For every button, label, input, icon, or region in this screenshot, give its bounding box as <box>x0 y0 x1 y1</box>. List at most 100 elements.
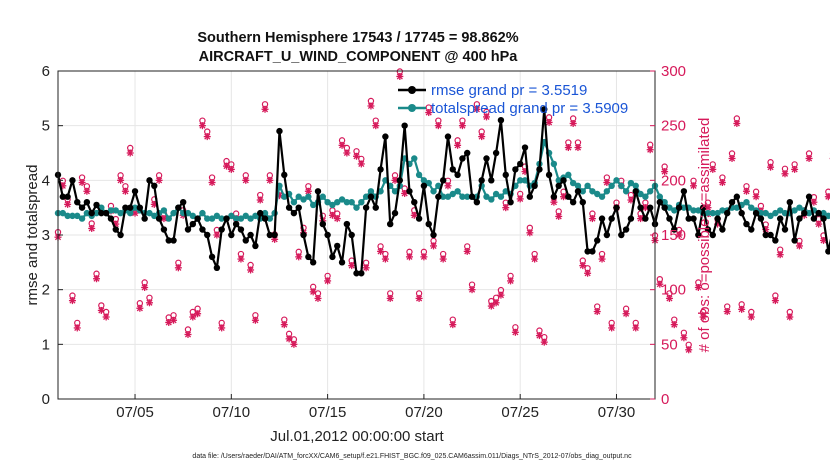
obs-assimilated-point <box>184 330 192 338</box>
obs-assimilated-point <box>795 242 803 250</box>
totalspread-point <box>714 209 721 217</box>
rmse-point <box>671 226 678 233</box>
obs-assimilated-point <box>362 264 370 272</box>
chart-title-line1: Southern Hemisphere 17543 / 17745 = 98.8… <box>197 30 518 46</box>
rmse-point <box>170 237 177 244</box>
totalspread-point <box>762 209 769 217</box>
rmse-point <box>526 193 534 200</box>
rmse-point <box>257 209 264 217</box>
obs-assimilated-point <box>733 119 741 127</box>
obs-assimilated-point <box>584 269 592 277</box>
rmse-point <box>594 237 601 244</box>
obs-assimilated-point <box>579 262 587 270</box>
rmse-point <box>69 177 76 184</box>
asterisk-stroke <box>209 179 216 186</box>
totalspread-point <box>266 215 274 222</box>
asterisk-stroke <box>252 317 259 324</box>
obs-assimilated-point <box>718 179 726 187</box>
asterisk-stroke <box>656 281 663 288</box>
rmse-point <box>695 231 702 239</box>
y-left-tick-label-0: 0 <box>42 391 50 408</box>
asterisk-stroke <box>88 225 95 232</box>
totalspread-point <box>444 193 452 200</box>
obs-assimilated-point <box>444 182 452 190</box>
asterisk-stroke <box>79 179 86 186</box>
x-tick-label-1: 07/10 <box>213 404 251 421</box>
asterisk-stroke <box>242 177 249 184</box>
rmse-point <box>796 215 803 222</box>
asterisk-stroke <box>666 295 673 302</box>
totalspread-point <box>420 177 428 184</box>
rmse-point <box>151 182 158 189</box>
rmse-point <box>98 209 105 217</box>
asterisk-stroke <box>372 122 379 129</box>
asterisk-stroke <box>728 155 736 162</box>
asterisk-stroke <box>526 229 533 236</box>
asterisk-stroke <box>367 102 375 110</box>
asterisk-stroke <box>435 122 442 129</box>
obs-assimilated-point <box>256 196 264 204</box>
totalspread-point <box>439 193 447 200</box>
rmse-point <box>358 270 365 277</box>
rmse-point <box>228 231 235 239</box>
y-left-tick-label-6: 6 <box>42 63 50 80</box>
rmse-point <box>584 248 591 255</box>
obs-assimilated-point <box>386 294 394 302</box>
obs-assimilated-point <box>93 275 101 283</box>
rmse-point <box>117 231 124 239</box>
rmse-series <box>54 106 830 277</box>
rmse-point <box>329 253 336 261</box>
asterisk-stroke <box>146 299 153 306</box>
obs-assimilated-point <box>213 231 221 239</box>
asterisk-stroke <box>237 255 245 263</box>
totalspread-point <box>290 199 298 206</box>
rmse-point <box>377 166 384 173</box>
rmse-point <box>102 209 110 217</box>
totalspread-point <box>218 215 225 222</box>
rmse-point <box>319 220 326 228</box>
totalspread-point <box>757 209 765 217</box>
rmse-point <box>184 226 192 233</box>
legend-rmse-marker <box>408 86 416 94</box>
totalspread-point <box>671 207 678 214</box>
y-right-tick-label-5: 250 <box>661 118 686 135</box>
asterisk-stroke <box>305 188 312 195</box>
rmse-point <box>791 237 798 244</box>
asterisk-stroke <box>295 253 302 260</box>
asterisk-stroke <box>781 170 789 177</box>
obs-assimilated-point <box>353 152 360 160</box>
obs-assimilated-point <box>324 277 332 285</box>
rmse-point <box>439 177 447 184</box>
totalspread-point <box>608 182 615 189</box>
asterisk-stroke <box>93 275 100 282</box>
asterisk-stroke <box>743 188 750 195</box>
totalspread-point <box>656 193 664 200</box>
rmse-point <box>362 204 370 211</box>
totalspread-point <box>131 204 139 211</box>
obs-assimilated-point <box>805 154 813 162</box>
totalspread-point <box>776 207 784 214</box>
rmse-point <box>435 193 442 200</box>
obs-assimilated-point <box>88 224 96 232</box>
rmse-point <box>430 231 437 239</box>
totalspread-point <box>748 204 755 211</box>
obs-assimilated-point <box>507 277 515 285</box>
rmse-point <box>507 199 514 206</box>
rmse-point <box>199 226 206 233</box>
asterisk-stroke <box>748 313 755 321</box>
asterisk-stroke <box>310 288 317 295</box>
asterisk-stroke <box>204 133 211 140</box>
legend-rmse-label: rmse grand pr = 3.5519 <box>431 82 587 99</box>
asterisk-stroke <box>363 264 370 271</box>
rmse-point <box>285 204 293 211</box>
chart-title-line2: AIRCRAFT_U_WIND_COMPONENT @ 400 hPa <box>199 49 519 65</box>
asterisk-stroke <box>589 215 596 222</box>
asterisk-stroke <box>261 106 269 113</box>
totalspread-point <box>411 155 418 162</box>
totalspread-point <box>83 209 91 217</box>
rmse-point <box>401 122 408 129</box>
obs-assimilated-point <box>434 122 442 130</box>
obs-assimilated-point <box>136 304 144 312</box>
rmse-point <box>324 231 331 239</box>
